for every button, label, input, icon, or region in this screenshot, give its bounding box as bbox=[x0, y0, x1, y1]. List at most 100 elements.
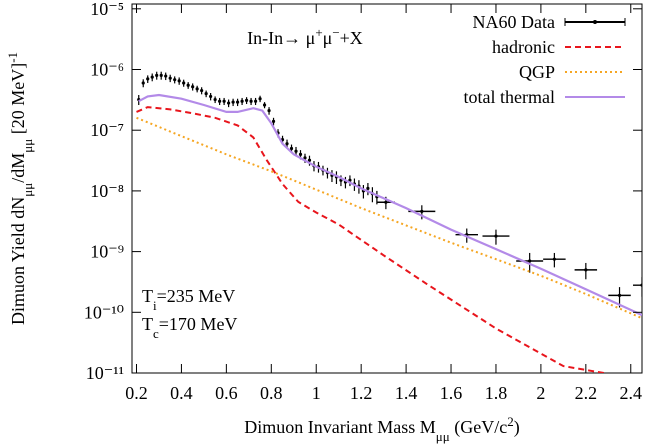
legend-swatch bbox=[593, 20, 597, 24]
data-point bbox=[307, 158, 312, 162]
data-point bbox=[164, 74, 168, 78]
data-point bbox=[289, 146, 294, 151]
data-point bbox=[249, 99, 253, 103]
x-tick-label: 1.8 bbox=[485, 383, 508, 403]
chart-title-part: In-In→ μ bbox=[247, 28, 315, 48]
data-point bbox=[494, 234, 498, 238]
x-axis-label-part: ) bbox=[514, 417, 520, 438]
data-point bbox=[218, 99, 222, 103]
data-point bbox=[384, 200, 388, 204]
x-tick-label: 0.2 bbox=[125, 383, 148, 403]
data-point bbox=[584, 268, 588, 272]
chart-title-part: − bbox=[332, 25, 339, 40]
data-point bbox=[222, 99, 226, 103]
y-tick-label: 10⁻⁷ bbox=[90, 120, 124, 140]
data-point bbox=[303, 156, 307, 160]
legend-label: QGP bbox=[519, 62, 555, 82]
data-point bbox=[141, 81, 145, 85]
chart-title: In-In→ μ+μ−+X bbox=[247, 25, 363, 49]
y-axis-label-part: μμ bbox=[20, 139, 35, 153]
x-tick-label: 0.8 bbox=[260, 383, 283, 403]
data-point bbox=[258, 97, 262, 101]
x-tick-label: 2.2 bbox=[575, 383, 598, 403]
data-point bbox=[617, 293, 622, 297]
data-point bbox=[366, 186, 370, 190]
x-tick-label: 0.4 bbox=[170, 383, 193, 403]
data-point bbox=[262, 103, 267, 107]
annotation-part: i bbox=[153, 298, 157, 313]
data-point bbox=[253, 99, 258, 103]
data-point bbox=[420, 209, 424, 213]
annotation-part: T bbox=[142, 314, 153, 334]
y-axis-label-part: μμ bbox=[20, 183, 35, 197]
data-point bbox=[150, 75, 154, 79]
y-axis-label-part: [20 MeV] bbox=[8, 63, 28, 139]
y-tick-label: 10⁻⁸ bbox=[90, 181, 124, 201]
data-point bbox=[213, 97, 217, 102]
plot-frame bbox=[131, 3, 643, 374]
x-axis-label-part: (GeV/c bbox=[450, 417, 507, 438]
y-axis-label-part: -1 bbox=[5, 52, 20, 63]
series-line bbox=[136, 106, 604, 373]
annotation-part: c bbox=[153, 326, 159, 341]
annotation: Tc=170 MeV bbox=[142, 314, 237, 341]
data-point bbox=[294, 149, 298, 153]
data-point bbox=[177, 79, 181, 83]
data-point bbox=[298, 152, 303, 156]
x-tick-label: 2.4 bbox=[620, 383, 643, 403]
data-point bbox=[271, 119, 276, 123]
data-point bbox=[244, 98, 249, 102]
x-axis-label: Dimuon Invariant Mass Mμμ (GeV/c2) bbox=[244, 414, 519, 444]
data-point bbox=[168, 76, 172, 80]
y-axis-label-part: Dimuon Yield dN bbox=[8, 197, 28, 325]
data-point bbox=[240, 99, 244, 103]
x-tick-label: 1 bbox=[312, 383, 321, 403]
x-tick-label: 1.6 bbox=[440, 383, 463, 403]
data-point bbox=[209, 94, 213, 99]
x-tick-label: 2 bbox=[536, 383, 545, 403]
chart-title-part: +X bbox=[340, 28, 363, 48]
chart-title-part: + bbox=[315, 25, 322, 40]
annotation: Ti=235 MeV bbox=[142, 286, 235, 313]
x-axis-label-part: Dimuon Invariant Mass M bbox=[244, 417, 435, 437]
data-point bbox=[267, 109, 271, 113]
data-point bbox=[528, 259, 532, 263]
data-point bbox=[227, 101, 231, 105]
data-point bbox=[235, 100, 240, 104]
data-point bbox=[195, 87, 199, 91]
data-point bbox=[146, 77, 150, 81]
legend-label: NA60 Data bbox=[473, 12, 555, 32]
y-tick-label: 10⁻¹⁰ bbox=[84, 302, 124, 322]
series-line bbox=[138, 93, 642, 317]
y-tick-label: 10⁻⁶ bbox=[90, 60, 124, 80]
annotation-part: =235 MeV bbox=[157, 286, 236, 306]
data-point bbox=[231, 100, 235, 104]
legend-label: total thermal bbox=[464, 87, 555, 107]
data-point bbox=[182, 81, 186, 85]
x-axis-label-part: μμ bbox=[436, 429, 450, 444]
data-point bbox=[155, 73, 159, 77]
y-tick-label: 10⁻⁵ bbox=[90, 0, 124, 19]
annotation-part: =170 MeV bbox=[159, 314, 238, 334]
data-point bbox=[640, 283, 642, 287]
data-point bbox=[191, 85, 195, 89]
x-tick-label: 1.2 bbox=[350, 383, 373, 403]
data-point bbox=[200, 88, 204, 93]
y-tick-label: 10⁻⁹ bbox=[90, 242, 124, 262]
series-line bbox=[136, 116, 642, 320]
y-axis-label-part: /dM bbox=[8, 153, 28, 183]
data-point bbox=[159, 73, 163, 77]
data-point bbox=[204, 92, 208, 96]
x-tick-label: 1.4 bbox=[395, 383, 418, 403]
chart-title-part: μ bbox=[323, 28, 333, 48]
data-point bbox=[173, 78, 177, 82]
data-point bbox=[186, 83, 190, 87]
x-axis-label-part: 2 bbox=[507, 414, 514, 429]
x-tick-label: 0.6 bbox=[215, 383, 238, 403]
y-tick-label: 10⁻¹¹ bbox=[86, 363, 124, 383]
legend-label: hadronic bbox=[492, 37, 555, 57]
plot-area bbox=[136, 71, 642, 373]
data-point bbox=[285, 142, 289, 146]
data-point bbox=[552, 257, 556, 261]
